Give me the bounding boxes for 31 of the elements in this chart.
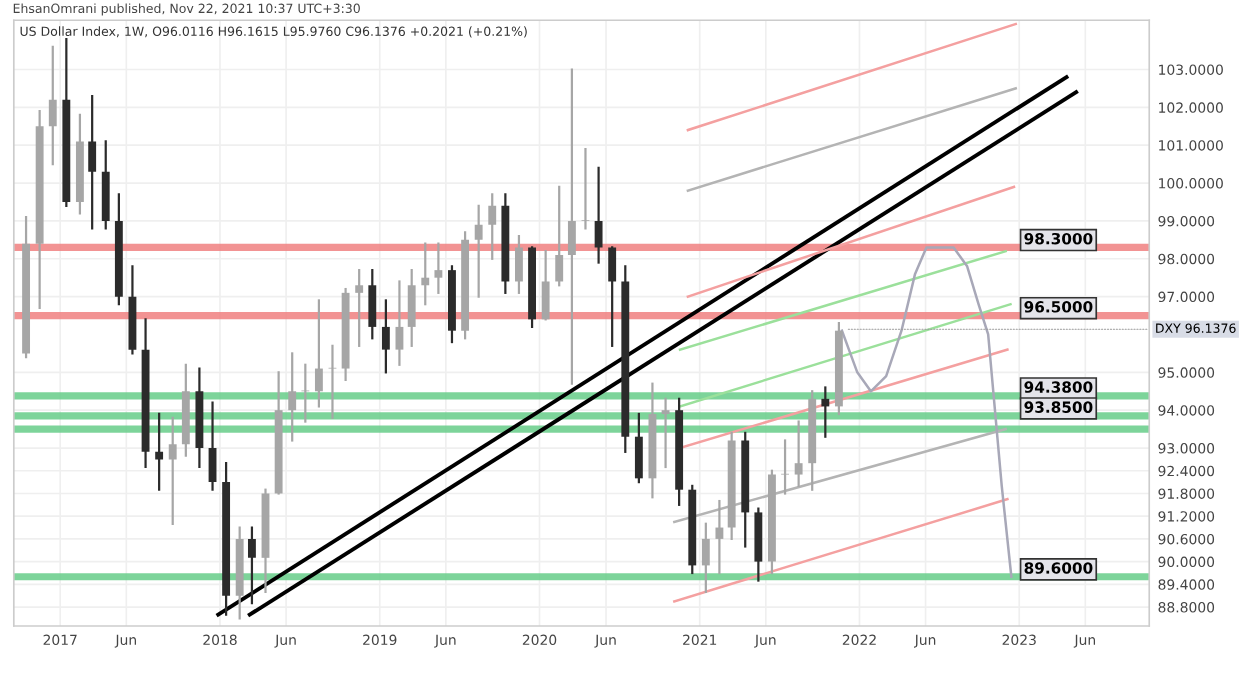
candlestick — [608, 246, 617, 347]
candlestick — [821, 386, 830, 438]
candlestick — [328, 344, 337, 419]
candlestick — [515, 234, 523, 294]
candlestick — [421, 242, 430, 306]
candlestick — [355, 269, 364, 347]
candlestick — [541, 250, 550, 321]
candlestick — [381, 299, 390, 374]
candlestick — [288, 352, 297, 442]
candlestick — [474, 204, 483, 298]
candlestick — [88, 94, 97, 230]
candlestick — [781, 439, 789, 495]
candlestick — [247, 526, 256, 605]
candlestick — [661, 397, 670, 469]
candlestick — [368, 269, 377, 340]
candlestick — [555, 185, 564, 287]
candlestick — [701, 522, 710, 594]
candlestick — [407, 269, 416, 347]
candlestick — [48, 45, 57, 166]
candlestick — [434, 242, 443, 294]
candlestick — [581, 147, 590, 230]
candlestick — [155, 412, 164, 491]
candlestick — [395, 280, 404, 366]
candlestick — [594, 166, 603, 264]
candlestick — [488, 193, 497, 260]
candlestick — [715, 499, 724, 575]
candlestick — [168, 416, 177, 525]
candlestick — [567, 68, 576, 385]
candlestick — [314, 299, 323, 408]
candlestick — [634, 412, 643, 484]
candlestick — [794, 420, 803, 488]
